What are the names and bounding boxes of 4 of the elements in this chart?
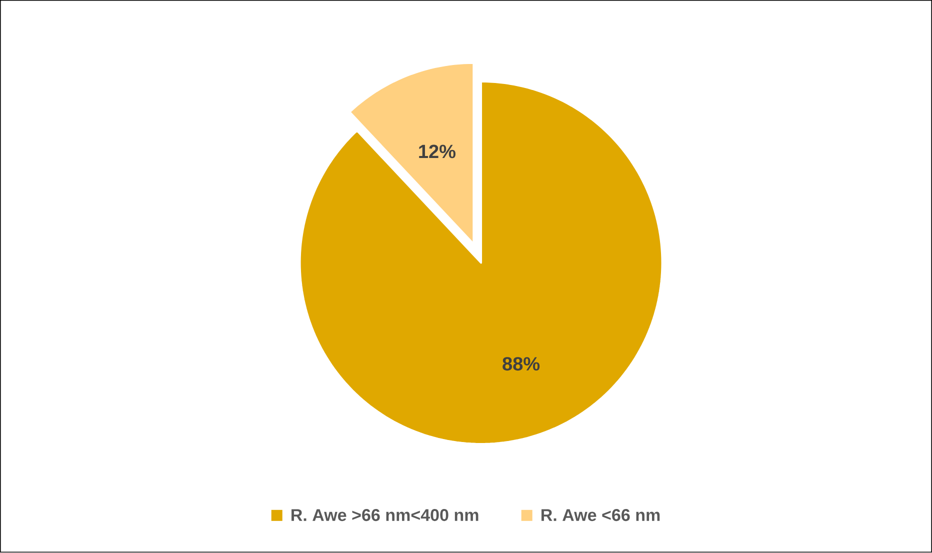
data-label: 12%: [419, 144, 456, 158]
data-label: 88%: [502, 357, 540, 371]
legend-label: R. Awe <66 nm: [542, 509, 660, 522]
legend-label: R. Awe >66 nm<400 nm: [292, 509, 478, 522]
